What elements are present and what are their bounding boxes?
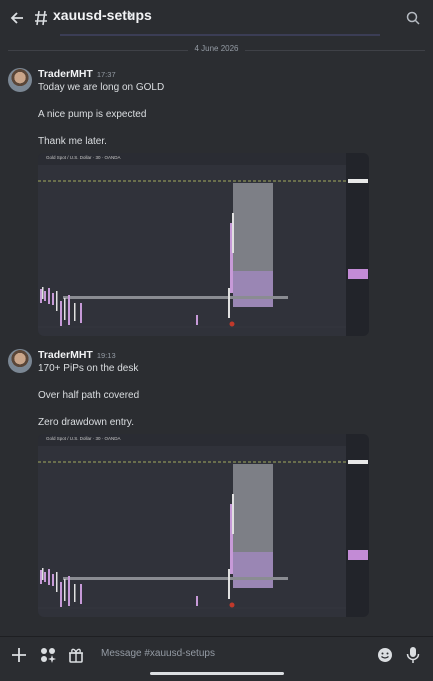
chevron [127, 10, 133, 20]
timestamp: 17:37 [96, 70, 116, 79]
avatar[interactable] [8, 349, 32, 373]
add-button[interactable] [11, 647, 27, 663]
apps-button[interactable] [40, 647, 56, 663]
message-text: Over half path covered [38, 390, 140, 401]
chart-caption: Gold Spot / U.S. Dollar · 30 · OANDA [46, 155, 121, 160]
author-row: TraderMHT 17:37 [38, 68, 116, 80]
avatar[interactable] [8, 68, 32, 92]
back-button[interactable] [9, 10, 25, 26]
search-button[interactable] [406, 11, 420, 25]
home-indicator [150, 672, 284, 675]
date-divider: 4 June 2026 [0, 44, 433, 53]
emoji-button[interactable] [377, 647, 393, 663]
author-name[interactable]: TraderMHT [38, 68, 93, 80]
author-row: TraderMHT 19:13 [38, 349, 116, 361]
header: xauusd-setups [0, 0, 433, 36]
author-name[interactable]: TraderMHT [38, 349, 93, 361]
image-attachment[interactable]: Gold Spot / U.S. Dollar · 30 · OANDA [38, 153, 369, 336]
message-text: 170+ PiPs on the desk [38, 363, 139, 374]
chart-image [38, 153, 369, 336]
gift-button[interactable] [68, 647, 84, 663]
channel-icon [35, 10, 47, 26]
timestamp: 19:13 [96, 351, 116, 360]
message-text: Zero drawdown entry. [38, 417, 134, 428]
message-text: Thank me later. [38, 136, 107, 147]
message-text: Today we are long on GOLD [38, 82, 165, 93]
header-border [60, 34, 380, 36]
message-input[interactable]: Message #xauusd-setups [101, 648, 215, 659]
message-text: A nice pump is expected [38, 109, 147, 120]
mic-button[interactable] [406, 646, 420, 664]
channel-name[interactable]: xauusd-setups [53, 7, 152, 23]
chart-image [38, 434, 369, 617]
chart-caption: Gold Spot / U.S. Dollar · 30 · OANDA [46, 436, 121, 441]
image-attachment[interactable]: Gold Spot / U.S. Dollar · 30 · OANDA [38, 434, 369, 617]
date-text: 4 June 2026 [188, 44, 245, 53]
